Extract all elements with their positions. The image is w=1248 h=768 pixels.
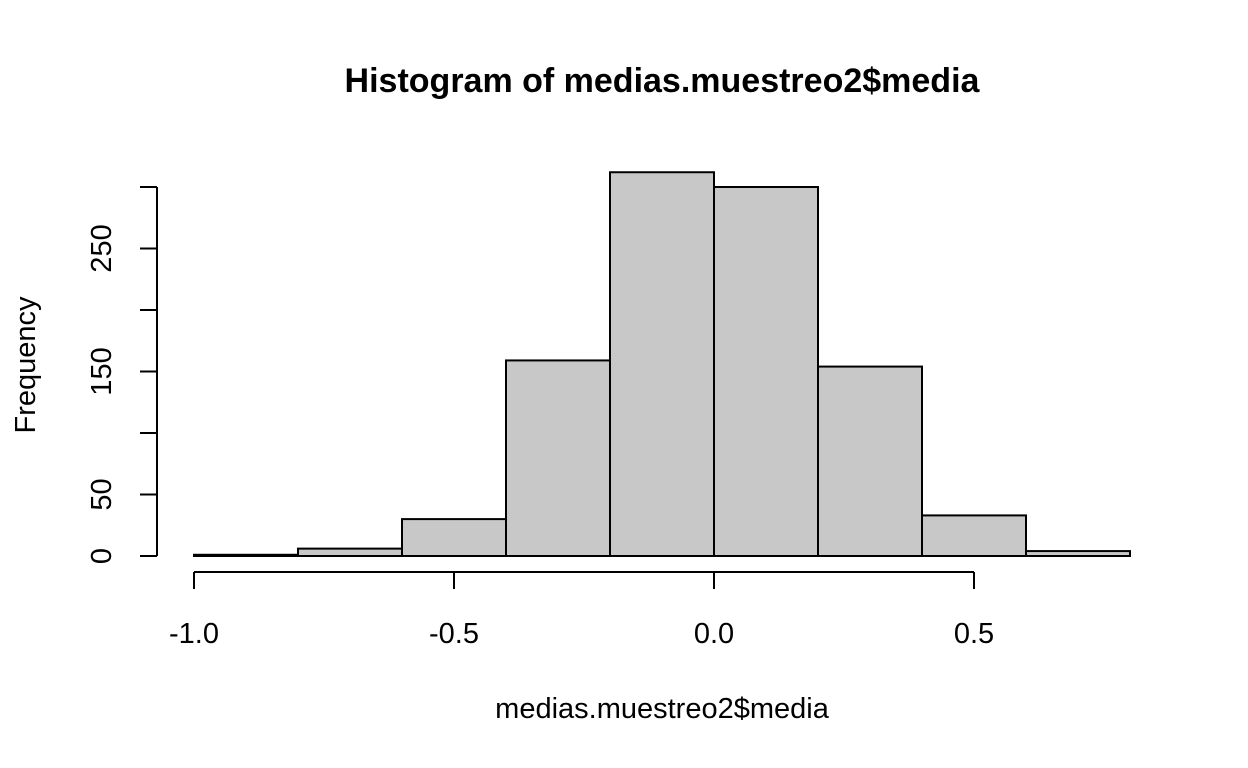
- y-tick-label: 250: [86, 224, 118, 272]
- histogram-bar: [713, 186, 819, 557]
- y-axis: 0 50 150 250: [86, 186, 158, 564]
- histogram-bar: [401, 518, 507, 557]
- x-axis: -1.0 -0.5 0.0 0.5: [169, 571, 994, 650]
- x-axis-label: medias.muestreo2$media: [495, 693, 830, 725]
- histogram-bar: [817, 365, 923, 557]
- histogram-bar: [1025, 550, 1131, 558]
- x-tick-label: 0.5: [954, 618, 994, 650]
- histogram-bar: [505, 359, 611, 557]
- histogram-bar: [609, 171, 715, 558]
- x-tick-label: -1.0: [169, 618, 219, 650]
- y-tick-label: 0: [86, 548, 118, 564]
- x-tick-label: 0.0: [694, 618, 734, 650]
- y-tick-label: 50: [86, 478, 118, 510]
- histogram-bar: [921, 514, 1027, 557]
- histogram-bar: [193, 553, 299, 558]
- histogram-bar: [297, 547, 403, 557]
- y-tick-label: 150: [86, 347, 118, 395]
- x-tick-label: -0.5: [429, 618, 479, 650]
- chart-title: Histogram of medias.muestreo2$media: [345, 62, 981, 100]
- bars-group: [193, 171, 1131, 558]
- y-axis-label: Frequency: [10, 296, 42, 434]
